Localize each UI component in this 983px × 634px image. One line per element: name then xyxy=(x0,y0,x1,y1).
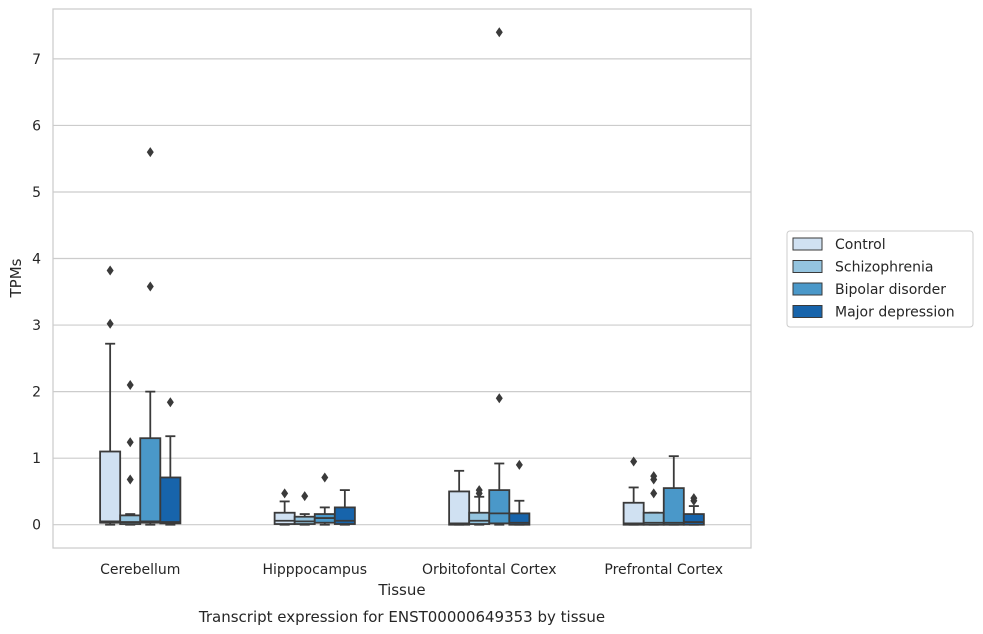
y-tick-label: 5 xyxy=(32,185,41,201)
x-tick-label: Hipppocampus xyxy=(262,562,367,578)
box-iqr xyxy=(508,512,531,526)
y-tick-label: 3 xyxy=(32,318,41,334)
box-schizophrenia xyxy=(293,491,316,526)
y-tick-labels: 0 1 2 3 4 5 6 7 xyxy=(32,52,41,534)
outlier-point xyxy=(166,397,174,408)
y-tick-label: 7 xyxy=(32,52,41,68)
outlier-point xyxy=(650,471,658,482)
box-iqr xyxy=(139,437,162,524)
outlier-point xyxy=(495,27,503,38)
outlier-point xyxy=(690,493,698,504)
y-tick-label: 0 xyxy=(32,518,41,534)
x-tick-label: Prefrontal Cortex xyxy=(604,562,723,578)
box-iqr xyxy=(488,489,511,525)
y-tick-label: 4 xyxy=(32,252,41,268)
legend-label: Schizophrenia xyxy=(835,260,933,276)
box-bipolar-disorder xyxy=(488,27,511,526)
legend-swatch xyxy=(792,305,823,318)
outlier-point xyxy=(126,474,134,485)
outlier-point xyxy=(630,456,638,467)
outlier-point xyxy=(126,379,134,390)
y-axis-label: TPMs xyxy=(7,258,25,298)
outlier-point xyxy=(146,281,154,292)
outlier-point xyxy=(475,485,483,496)
box-control xyxy=(622,456,645,526)
box-iqr xyxy=(273,511,296,525)
outlier-point xyxy=(321,472,329,483)
legend-label: Bipolar disorder xyxy=(835,282,946,298)
boxes-layer xyxy=(99,27,705,526)
box-iqr xyxy=(293,515,316,525)
box-schizophrenia xyxy=(119,379,142,526)
outlier-point xyxy=(495,393,503,404)
outlier-point xyxy=(281,488,289,499)
box-bipolar-disorder xyxy=(662,455,685,526)
legend-swatch xyxy=(792,237,823,251)
x-tick-label: Orbitofontal Cortex xyxy=(422,562,557,578)
box-control xyxy=(99,265,122,526)
legend-swatch xyxy=(792,260,823,273)
outlier-point xyxy=(146,147,154,158)
box-major-depression xyxy=(508,459,531,526)
box-control xyxy=(273,488,296,526)
box-control xyxy=(448,469,471,526)
box-iqr xyxy=(662,487,685,526)
legend-swatch xyxy=(792,282,823,296)
x-axis-label: Tissue xyxy=(377,581,425,599)
box-iqr xyxy=(99,450,122,524)
y-tick-label: 6 xyxy=(32,118,41,134)
box-iqr xyxy=(448,490,471,526)
plot-frame xyxy=(52,8,752,549)
outlier-point xyxy=(106,318,114,329)
chart-caption: Transcript expression for ENST0000064935… xyxy=(198,608,605,626)
box-iqr xyxy=(682,513,705,526)
legend-label: Control xyxy=(835,237,886,253)
box-iqr xyxy=(468,511,491,525)
box-iqr xyxy=(159,476,182,525)
legend-frame xyxy=(786,230,974,328)
outlier-point xyxy=(301,491,309,502)
legend: Control Schizophrenia Bipolar disorder Majo… xyxy=(786,230,974,328)
outlier-point xyxy=(650,488,658,499)
box-iqr xyxy=(622,501,645,526)
outlier-point xyxy=(106,265,114,276)
y-tick-label: 1 xyxy=(32,451,41,467)
box-major-depression xyxy=(159,397,182,526)
box-major-depression xyxy=(333,489,356,526)
box-major-depression xyxy=(682,493,705,526)
y-tick-label: 2 xyxy=(32,385,41,401)
legend-label: Major depression xyxy=(835,305,955,321)
outlier-point xyxy=(515,459,523,470)
outlier-point xyxy=(126,437,134,448)
x-tick-labels: Cerebellum Hipppocampus Orbitofontal Corte… xyxy=(100,562,723,578)
x-tick-label: Cerebellum xyxy=(100,562,180,578)
